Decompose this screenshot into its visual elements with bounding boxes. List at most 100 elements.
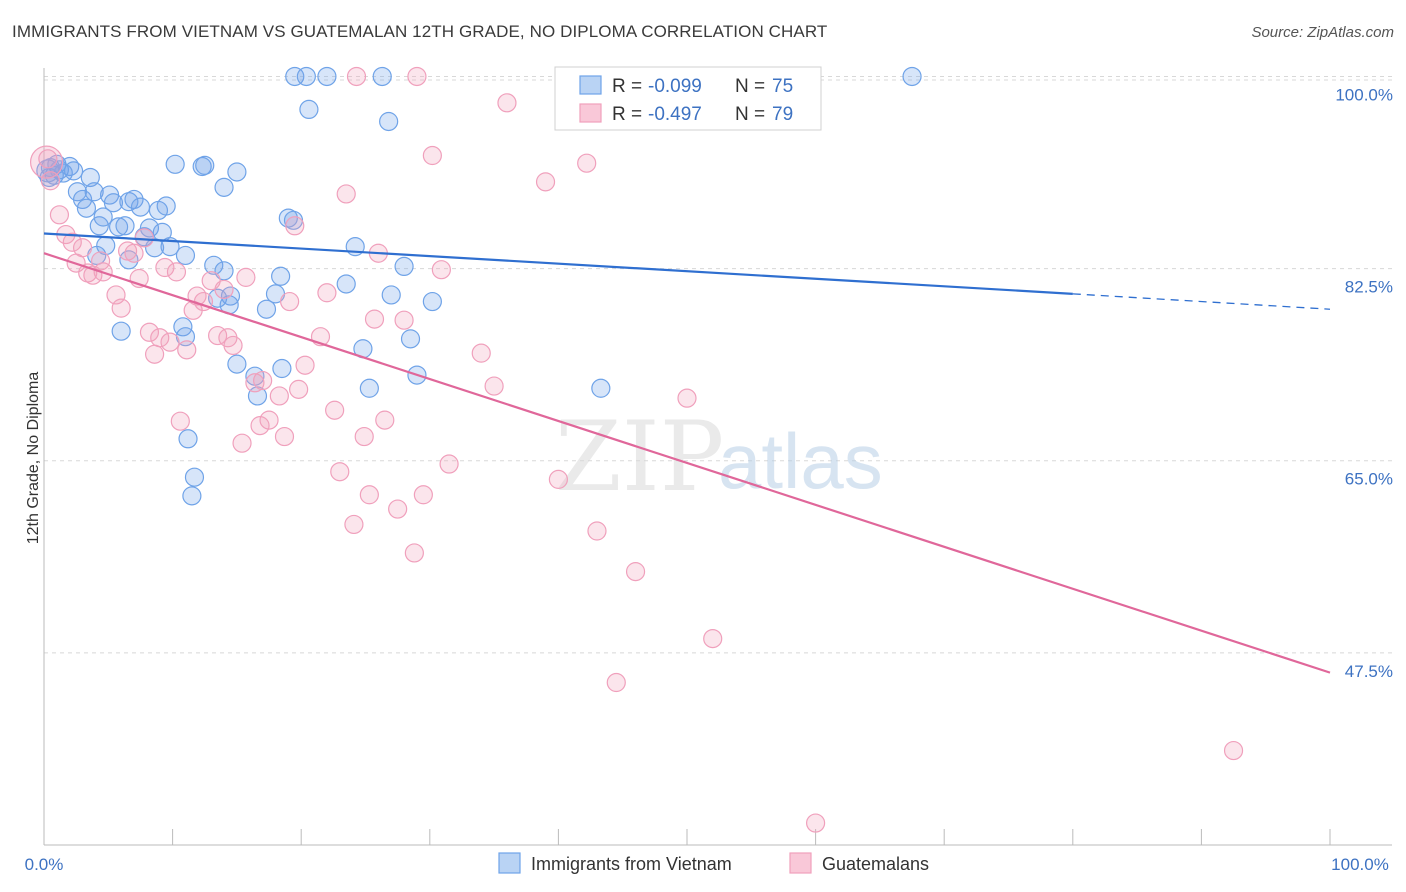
- data-point: [223, 335, 243, 356]
- data-point: [379, 111, 399, 132]
- data-point: [344, 514, 364, 535]
- trend-line-guatemalans: [43, 252, 1331, 674]
- data-point: [359, 378, 379, 398]
- data-point: [354, 426, 374, 447]
- data-point: [253, 370, 273, 391]
- stats-box: R = -0.099 N = 75 R = -0.497 N = 79: [554, 66, 822, 131]
- data-point: [431, 260, 451, 280]
- data-point: [317, 283, 337, 303]
- data-point: [422, 291, 442, 312]
- data-point: [359, 485, 379, 505]
- axes: [43, 68, 1392, 846]
- legend: Immigrants from Vietnam Guatemalans: [498, 852, 929, 874]
- data-point: [272, 358, 292, 379]
- data-point: [285, 216, 305, 236]
- data-point: [214, 279, 234, 300]
- data-point: [156, 196, 176, 216]
- y-axis-title: 12th Grade, No Diploma: [25, 372, 42, 545]
- data-point: [902, 66, 922, 87]
- data-point: [111, 321, 131, 341]
- trend-line-vietnam-extension: [1072, 293, 1331, 310]
- data-point: [677, 388, 697, 408]
- data-point: [269, 386, 289, 406]
- x-tick-label-max: 100.0%: [1331, 855, 1389, 874]
- trend-line-vietnam: [43, 232, 1073, 295]
- data-point: [178, 429, 198, 449]
- data-point: [422, 145, 442, 166]
- data-point: [150, 328, 170, 348]
- data-point: [177, 340, 197, 360]
- data-point: [214, 261, 234, 281]
- stats-n-label-blue: N =: [735, 76, 765, 97]
- data-point: [49, 205, 70, 225]
- data-point: [134, 228, 154, 248]
- data-point: [38, 149, 58, 169]
- data-point: [166, 262, 187, 282]
- data-point: [394, 256, 414, 277]
- y-tick-label: 65.0%: [1345, 470, 1393, 489]
- x-tick-labels: 0.0% 100.0%: [25, 855, 1389, 874]
- data-point: [372, 66, 392, 87]
- data-point: [256, 299, 277, 319]
- data-point: [124, 189, 144, 210]
- x-tick-label-min: 0.0%: [25, 855, 64, 874]
- data-point: [274, 426, 295, 447]
- stats-swatch-pink: [579, 103, 602, 123]
- data-point: [330, 462, 350, 482]
- data-point: [108, 217, 129, 237]
- legend-swatch-vietnam: [498, 852, 521, 874]
- chart-source: Source: ZipAtlas.com: [1251, 24, 1394, 41]
- watermark-zip: ZIP: [555, 401, 724, 513]
- data-point: [606, 672, 626, 693]
- data-point: [139, 322, 160, 342]
- data-point: [336, 274, 356, 294]
- data-point: [407, 66, 427, 87]
- data-point: [299, 99, 319, 120]
- data-point: [577, 153, 597, 173]
- data-point: [76, 198, 97, 218]
- data-point: [325, 400, 345, 420]
- data-point: [204, 255, 224, 275]
- data-point: [115, 216, 135, 236]
- y-tick-label: 100.0%: [1335, 85, 1393, 104]
- stats-r-label-blue: R =: [612, 76, 642, 97]
- data-point: [296, 66, 316, 87]
- data-point: [165, 154, 185, 174]
- data-point: [155, 257, 175, 278]
- data-point: [404, 543, 424, 563]
- legend-label-guatemalans: Guatemalans: [822, 854, 929, 874]
- data-point: [394, 310, 414, 330]
- chart-title: IMMIGRANTS FROM VIETNAM VS GUATEMALAN 12…: [12, 22, 828, 41]
- data-point: [170, 411, 190, 431]
- data-point: [144, 238, 165, 258]
- data-point: [400, 329, 421, 349]
- data-point: [497, 93, 517, 113]
- data-point: [139, 218, 160, 238]
- data-point: [591, 378, 611, 398]
- y-tick-labels: 47.5% 65.0% 82.5% 100.0%: [1335, 85, 1393, 680]
- data-point: [124, 243, 144, 263]
- data-point: [227, 162, 247, 182]
- data-point: [285, 66, 305, 87]
- stats-n-value-blue: 75: [772, 76, 793, 97]
- data-point: [144, 344, 165, 364]
- data-point: [236, 267, 256, 287]
- stats-swatch-blue: [579, 75, 602, 95]
- data-point: [63, 161, 84, 181]
- data-point: [280, 291, 300, 312]
- data-point: [535, 172, 556, 192]
- data-point: [227, 354, 247, 374]
- data-point: [271, 266, 291, 286]
- data-point: [375, 410, 395, 430]
- data-point: [259, 410, 279, 430]
- data-point-large: [29, 145, 64, 179]
- data-point: [295, 355, 315, 375]
- data-point: [346, 66, 367, 87]
- data-point: [72, 238, 93, 258]
- data-point: [484, 376, 504, 396]
- data-point: [413, 485, 433, 505]
- data-point: [103, 193, 124, 213]
- data-point: [364, 309, 385, 329]
- y-tick-label: 82.5%: [1345, 278, 1393, 297]
